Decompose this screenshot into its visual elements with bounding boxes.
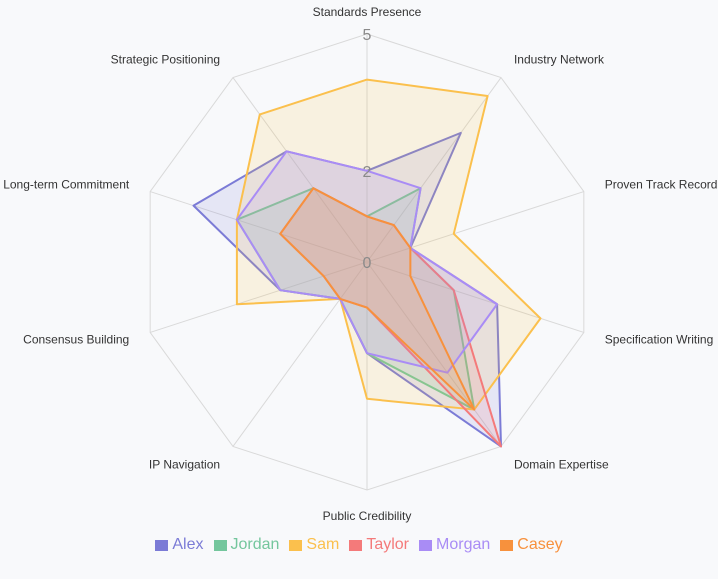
- legend-item-morgan[interactable]: Morgan: [419, 536, 490, 554]
- legend-swatch: [349, 539, 363, 551]
- legend-label: Sam: [306, 536, 340, 553]
- legend-item-taylor[interactable]: Taylor: [349, 536, 409, 554]
- grid-spoke: [150, 191, 368, 263]
- legend-label: Casey: [517, 536, 563, 553]
- tick-label: 0: [363, 255, 372, 272]
- axis-label: Domain Expertise: [514, 457, 609, 471]
- series-morgan: [235, 150, 499, 374]
- axis-label: Proven Track Record: [605, 178, 718, 192]
- radar-plot: 0 2 5 Standards Presence Industry Network Pro…: [3, 5, 718, 523]
- legend-label: Taylor: [366, 536, 410, 553]
- legend-label: Alex: [172, 536, 204, 553]
- tick-label: 2: [363, 164, 372, 181]
- legend-item-alex[interactable]: Alex: [155, 536, 204, 554]
- axis-label: Specification Writing: [605, 332, 714, 346]
- legend-swatch: [213, 539, 227, 551]
- grid-spoke: [232, 261, 368, 447]
- legend-label: Jordan: [230, 536, 280, 553]
- axis-label: Strategic Positioning: [111, 53, 220, 67]
- legend-item-sam[interactable]: Sam: [289, 536, 339, 554]
- axis-label: Long-term Commitment: [3, 178, 130, 192]
- legend-swatch: [155, 539, 169, 551]
- legend-item-casey[interactable]: Casey: [500, 536, 563, 554]
- legend-swatch: [419, 539, 433, 551]
- axis-label: IP Navigation: [149, 457, 220, 471]
- legend-swatch: [500, 539, 514, 551]
- axis-label: Standards Presence: [313, 5, 422, 19]
- legend-label: Morgan: [436, 536, 491, 553]
- grid-spoke: [232, 77, 368, 263]
- grid-spoke: [366, 261, 584, 333]
- axis-label: Public Credibility: [323, 509, 412, 523]
- tick-label: 5: [363, 27, 372, 44]
- grid-spoke: [150, 261, 368, 333]
- legend-swatch: [289, 539, 303, 551]
- grid-spoke: [366, 191, 584, 263]
- legend-item-jordan[interactable]: Jordan: [213, 536, 280, 554]
- series-casey: [279, 187, 476, 411]
- grid-spoke: [366, 77, 502, 263]
- legend: Alex Jordan Sam Taylor Morgan Casey: [0, 536, 718, 554]
- grid-spoke: [366, 261, 502, 447]
- axis-label: Industry Network: [514, 53, 605, 67]
- axis-label: Consensus Building: [23, 332, 129, 346]
